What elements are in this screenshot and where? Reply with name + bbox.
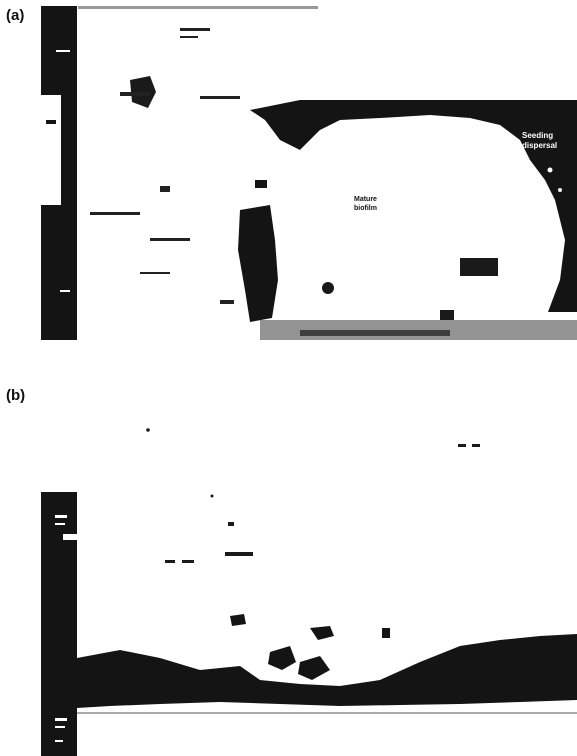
panel-b-label: (b) xyxy=(6,387,26,404)
panel-a-dark-column xyxy=(238,205,278,322)
panel-a-label: (a) xyxy=(6,7,25,24)
panel-b-scale-strip xyxy=(41,492,77,756)
panel-b-dark-band xyxy=(77,634,577,708)
annotation-seeding: Seeding xyxy=(522,131,554,140)
panel-a-dark-region xyxy=(250,100,577,312)
annotation-mature: Mature xyxy=(354,196,377,203)
panel-a-micrograph xyxy=(41,6,577,340)
annotation-dispersal: dispersal xyxy=(522,141,558,150)
panel-b-micrograph xyxy=(41,428,577,756)
annotation-biofilm: biofilm xyxy=(354,205,377,212)
